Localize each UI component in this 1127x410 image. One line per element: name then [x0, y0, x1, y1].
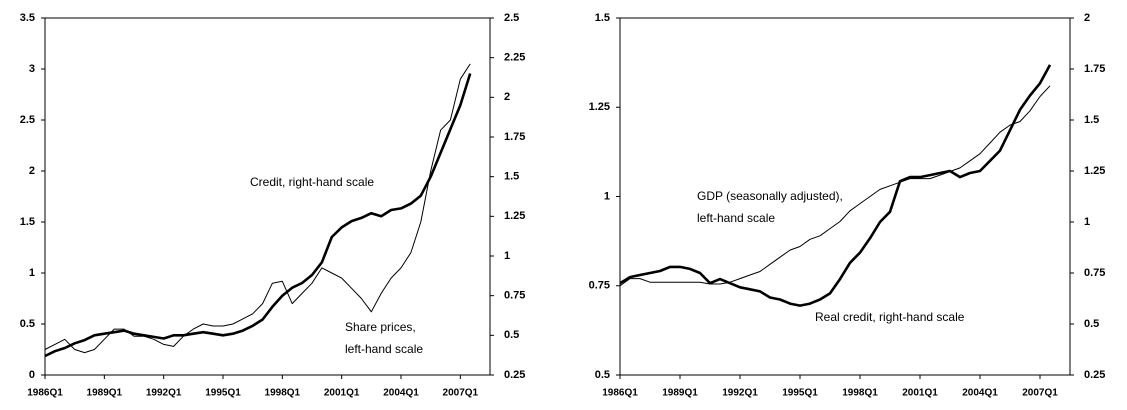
series-label: GDP (seasonally adjusted), — [697, 189, 843, 203]
y-tick-label: 3.5 — [20, 12, 35, 24]
x-tick-label: 1998Q1 — [265, 388, 301, 399]
x-tick-label: 1986Q1 — [27, 388, 63, 399]
y2-tick-label: 1 — [504, 250, 510, 262]
x-tick-label: 1989Q1 — [662, 388, 698, 399]
y2-tick-label: 0.25 — [504, 369, 525, 381]
y2-tick-label: 0.5 — [1084, 318, 1099, 330]
x-tick-label: 2004Q1 — [962, 388, 998, 399]
y-tick-label: 0 — [29, 369, 35, 381]
plot-frame — [44, 17, 491, 376]
y2-tick-label: 2.5 — [504, 12, 519, 24]
y2-tick-label: 1.25 — [1084, 165, 1105, 177]
y2-tick-label: 1.5 — [1084, 114, 1099, 126]
series-line — [619, 64, 1052, 307]
y2-tick-label: 2.25 — [504, 52, 525, 64]
y2-tick-label: 1.75 — [1084, 63, 1105, 75]
x-tick-label: 1992Q1 — [722, 388, 758, 399]
y-tick-label: 1 — [604, 190, 610, 202]
y-tick-label: 1 — [29, 267, 35, 279]
y-tick-label: 2 — [29, 165, 35, 177]
y-tick-label: 1.5 — [595, 12, 610, 24]
x-tick-label: 1986Q1 — [602, 388, 638, 399]
x-tick-label: 2001Q1 — [324, 388, 360, 399]
series-label: left-hand scale — [697, 211, 775, 225]
y2-tick-label: 2 — [1084, 12, 1090, 24]
series-label: Credit, right-hand scale — [250, 175, 374, 189]
x-tick-label: 1995Q1 — [205, 388, 241, 399]
x-tick-label: 2007Q1 — [1022, 388, 1058, 399]
x-tick-label: 1998Q1 — [842, 388, 878, 399]
y2-tick-label: 0.75 — [504, 290, 525, 302]
y2-tick-label: 1.75 — [504, 131, 525, 143]
y-tick-label: 0.5 — [20, 318, 35, 330]
y2-tick-label: 0.75 — [1084, 267, 1105, 279]
series-label: Share prices, — [345, 320, 416, 334]
series-line — [44, 63, 471, 354]
y-tick-label: 2.5 — [20, 114, 35, 126]
y-tick-label: 1.25 — [589, 101, 610, 113]
series-line — [44, 73, 472, 358]
y2-tick-label: 1.5 — [504, 171, 519, 183]
series-line — [619, 85, 1051, 287]
x-tick-label: 2007Q1 — [443, 388, 479, 399]
series-label: left-hand scale — [345, 342, 423, 356]
y-tick-label: 0.5 — [595, 369, 610, 381]
y-tick-label: 1.5 — [20, 216, 35, 228]
x-tick-label: 2001Q1 — [902, 388, 938, 399]
y-tick-label: 0.75 — [589, 280, 610, 292]
y2-tick-label: 1 — [1084, 216, 1090, 228]
y2-tick-label: 0.25 — [1084, 369, 1105, 381]
x-tick-label: 2004Q1 — [383, 388, 419, 399]
y2-tick-label: 2 — [504, 91, 510, 103]
panel: 0 0.5 1 1.5 2 2.5 3 3.5 0.25 0.5 0.75 1 1.25 1.5 1.75 2… — [20, 12, 526, 399]
x-tick-label: 1989Q1 — [87, 388, 123, 399]
y2-tick-label: 1.25 — [504, 210, 525, 222]
y-tick-label: 3 — [29, 63, 35, 75]
panel: 0.5 0.75 1 1.25 1.5 0.25 0.5 0.75 1 1.25 1.5 1.75 2 1… — [589, 12, 1106, 399]
y2-tick-label: 0.5 — [504, 329, 519, 341]
x-tick-label: 1995Q1 — [782, 388, 818, 399]
x-tick-label: 1992Q1 — [146, 388, 182, 399]
series-label: Real credit, right-hand scale — [815, 310, 965, 324]
